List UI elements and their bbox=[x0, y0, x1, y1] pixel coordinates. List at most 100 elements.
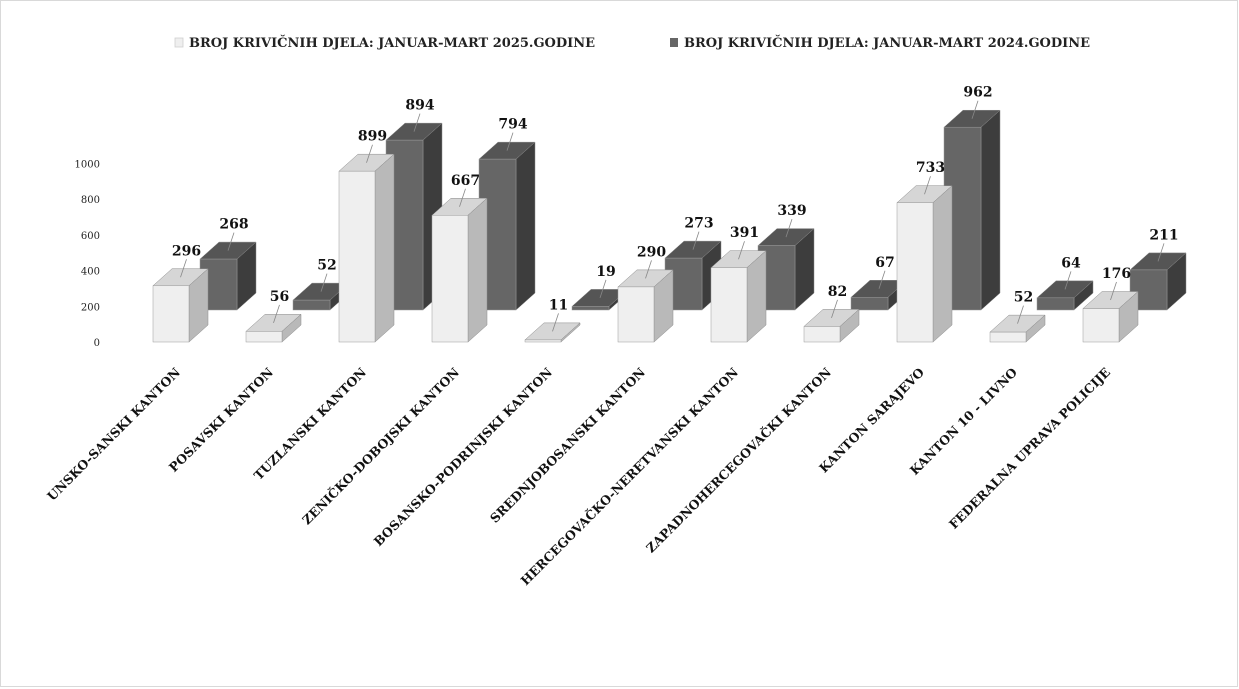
data-label-2025-federalna-uprava-policije: 176 bbox=[1102, 266, 1131, 282]
bar-2025-zenicko-dobojski-kanton bbox=[431, 197, 488, 343]
bar-side-face bbox=[932, 185, 953, 343]
y-tick-label: 1000 bbox=[75, 160, 100, 171]
x-tick-label-kanton-10-livno: KANTON 10 - LIVNO bbox=[907, 364, 1020, 477]
data-label-2024-zapadnohercegovacki-kanton: 67 bbox=[875, 255, 894, 271]
data-label-2025-kanton-sarajevo: 733 bbox=[916, 160, 945, 176]
bar-front-face bbox=[245, 331, 283, 343]
bar-front-face bbox=[803, 326, 841, 343]
leader-line bbox=[459, 188, 466, 207]
data-label-2024-kanton-sarajevo: 962 bbox=[963, 85, 992, 101]
bar-side-face bbox=[467, 197, 488, 343]
leader-line bbox=[320, 273, 328, 292]
x-tick-label-hercegovacko-neretvanski-kanton: HERCEGOVAČKO-NERETVANSKI KANTON bbox=[517, 364, 741, 588]
bar-front-face bbox=[850, 297, 889, 311]
bar-2024-zenicko-dobojski-kanton bbox=[478, 141, 536, 311]
bar-front-face bbox=[989, 331, 1027, 343]
bar-front-face bbox=[1082, 308, 1120, 343]
leader-line bbox=[1157, 243, 1165, 262]
data-label-2025-srednjobosanski-kanton: 290 bbox=[637, 244, 666, 260]
bar-2025-kanton-10-livno bbox=[989, 314, 1046, 343]
bar-2024-kanton-sarajevo bbox=[943, 109, 1001, 311]
data-label-2024-zenicko-dobojski-kanton: 794 bbox=[498, 117, 527, 133]
leader-line bbox=[924, 176, 931, 195]
bar-front-face bbox=[338, 170, 376, 343]
data-label-2024-posavski-kanton: 52 bbox=[317, 258, 336, 274]
legend-swatch-2024 bbox=[670, 38, 678, 47]
x-tick-label-posavski-kanton: POSAVSKI KANTON bbox=[166, 365, 276, 475]
bar-front-face bbox=[1036, 297, 1075, 311]
data-label-2025-tuzlanski-kanton: 899 bbox=[358, 129, 387, 145]
leader-line bbox=[1064, 271, 1072, 290]
bar-front-face bbox=[896, 202, 934, 343]
x-tick-label-bosansko-podrinjski-kanton: BOSANSKO-PODRINJSKI KANTON bbox=[371, 365, 555, 549]
leader-line bbox=[227, 232, 235, 251]
leader-line bbox=[645, 260, 652, 279]
leader-line bbox=[1110, 281, 1117, 301]
bar-2025-posavski-kanton bbox=[245, 313, 302, 343]
data-label-2025-posavski-kanton: 56 bbox=[270, 289, 289, 305]
bar-front-face bbox=[292, 299, 331, 311]
leader-line bbox=[785, 218, 793, 238]
leader-line bbox=[273, 304, 280, 323]
legend: BROJ KRIVIČNIH DJELA: JANUAR-MART 2025.G… bbox=[174, 34, 1090, 51]
data-label-2025-zapadnohercegovacki-kanton: 82 bbox=[828, 284, 847, 300]
bar-side-face bbox=[374, 153, 395, 343]
leader-line bbox=[180, 259, 187, 278]
legend-swatch-2025 bbox=[174, 37, 184, 48]
y-tick-label: 800 bbox=[81, 195, 100, 206]
leader-line bbox=[552, 313, 559, 332]
x-tick-label-zapadnohercegovacki-kanton: ZAPADNOHERCEGOVAČKI KANTON bbox=[642, 364, 834, 556]
leader-line bbox=[831, 299, 838, 319]
x-tick-label-federalna-uprava-policije: FEDERALNA UPRAVA POLICIJE bbox=[946, 365, 1113, 532]
x-tick-label-unsko-sanski-kanton: UNSKO-SANSKI KANTON bbox=[44, 365, 183, 504]
bar-2025-bosansko-podrinjski-kanton bbox=[524, 322, 581, 343]
leader-line bbox=[692, 231, 700, 250]
leader-line bbox=[878, 270, 886, 289]
leader-line bbox=[599, 279, 607, 299]
leader-line bbox=[971, 100, 979, 119]
leader-line bbox=[366, 144, 373, 163]
data-label-2025-hercegovacko-neretvanski-kanton: 391 bbox=[730, 225, 759, 241]
data-label-2024-tuzlanski-kanton: 894 bbox=[405, 98, 434, 114]
leader-line bbox=[413, 113, 421, 132]
y-tick-label: 200 bbox=[81, 302, 100, 313]
bar-2024-kanton-10-livno bbox=[1036, 280, 1094, 311]
x-tick-label-zenicko-dobojski-kanton: ZENIČKO-DOBOJSKI KANTON bbox=[298, 364, 462, 528]
data-label-2024-bosansko-podrinjski-kanton: 19 bbox=[596, 264, 615, 280]
data-label-2025-unsko-sanski-kanton: 296 bbox=[172, 243, 201, 259]
x-tick-label-srednjobosanski-kanton: SREDNJOBOSANSKI KANTON bbox=[487, 365, 648, 526]
data-label-2024-hercegovacko-neretvanski-kanton: 339 bbox=[777, 203, 806, 219]
bar-front-face bbox=[152, 285, 190, 343]
bar-front-face bbox=[431, 215, 469, 343]
bar-2025-unsko-sanski-kanton bbox=[152, 268, 209, 343]
leader-line bbox=[738, 241, 745, 260]
data-label-2024-federalna-uprava-policije: 211 bbox=[1149, 227, 1178, 243]
legend-label-2024: BROJ KRIVIČNIH DJELA: JANUAR-MART 2024.G… bbox=[684, 34, 1090, 51]
data-label-2024-srednjobosanski-kanton: 273 bbox=[684, 216, 713, 232]
bar-front-face bbox=[710, 267, 748, 343]
bar-2025-hercegovacko-neretvanski-kanton bbox=[710, 250, 767, 343]
value-labels: 268 296 52 56 894 899 794 667 19 11 273 290 339 391 67… bbox=[172, 85, 1179, 332]
data-label-2024-kanton-10-livno: 64 bbox=[1061, 255, 1081, 271]
bar-2024-unsko-sanski-kanton bbox=[199, 241, 257, 311]
bar-2024-hercegovacko-neretvanski-kanton bbox=[757, 228, 815, 311]
bars bbox=[152, 109, 1187, 343]
y-axis: 0 200 400 600 800 1000 bbox=[75, 160, 100, 350]
bar-front-face bbox=[524, 339, 562, 343]
x-tick-label-kanton-sarajevo: KANTON SARAJEVO bbox=[816, 364, 927, 475]
data-label-2025-kanton-10-livno: 52 bbox=[1014, 290, 1033, 306]
bar-2024-federalna-uprava-policije bbox=[1129, 252, 1187, 311]
bar-front-face bbox=[617, 286, 655, 343]
bar-2025-srednjobosanski-kanton bbox=[617, 269, 674, 343]
y-tick-label: 0 bbox=[94, 338, 100, 349]
bar-2025-tuzlanski-kanton bbox=[338, 153, 395, 343]
leader-line bbox=[1017, 305, 1024, 324]
y-tick-label: 400 bbox=[81, 267, 100, 278]
bar-side-face bbox=[515, 141, 536, 311]
bar-front-face bbox=[571, 306, 610, 311]
data-label-2025-bosansko-podrinjski-kanton: 11 bbox=[549, 297, 568, 313]
data-label-2025-zenicko-dobojski-kanton: 667 bbox=[451, 173, 480, 189]
